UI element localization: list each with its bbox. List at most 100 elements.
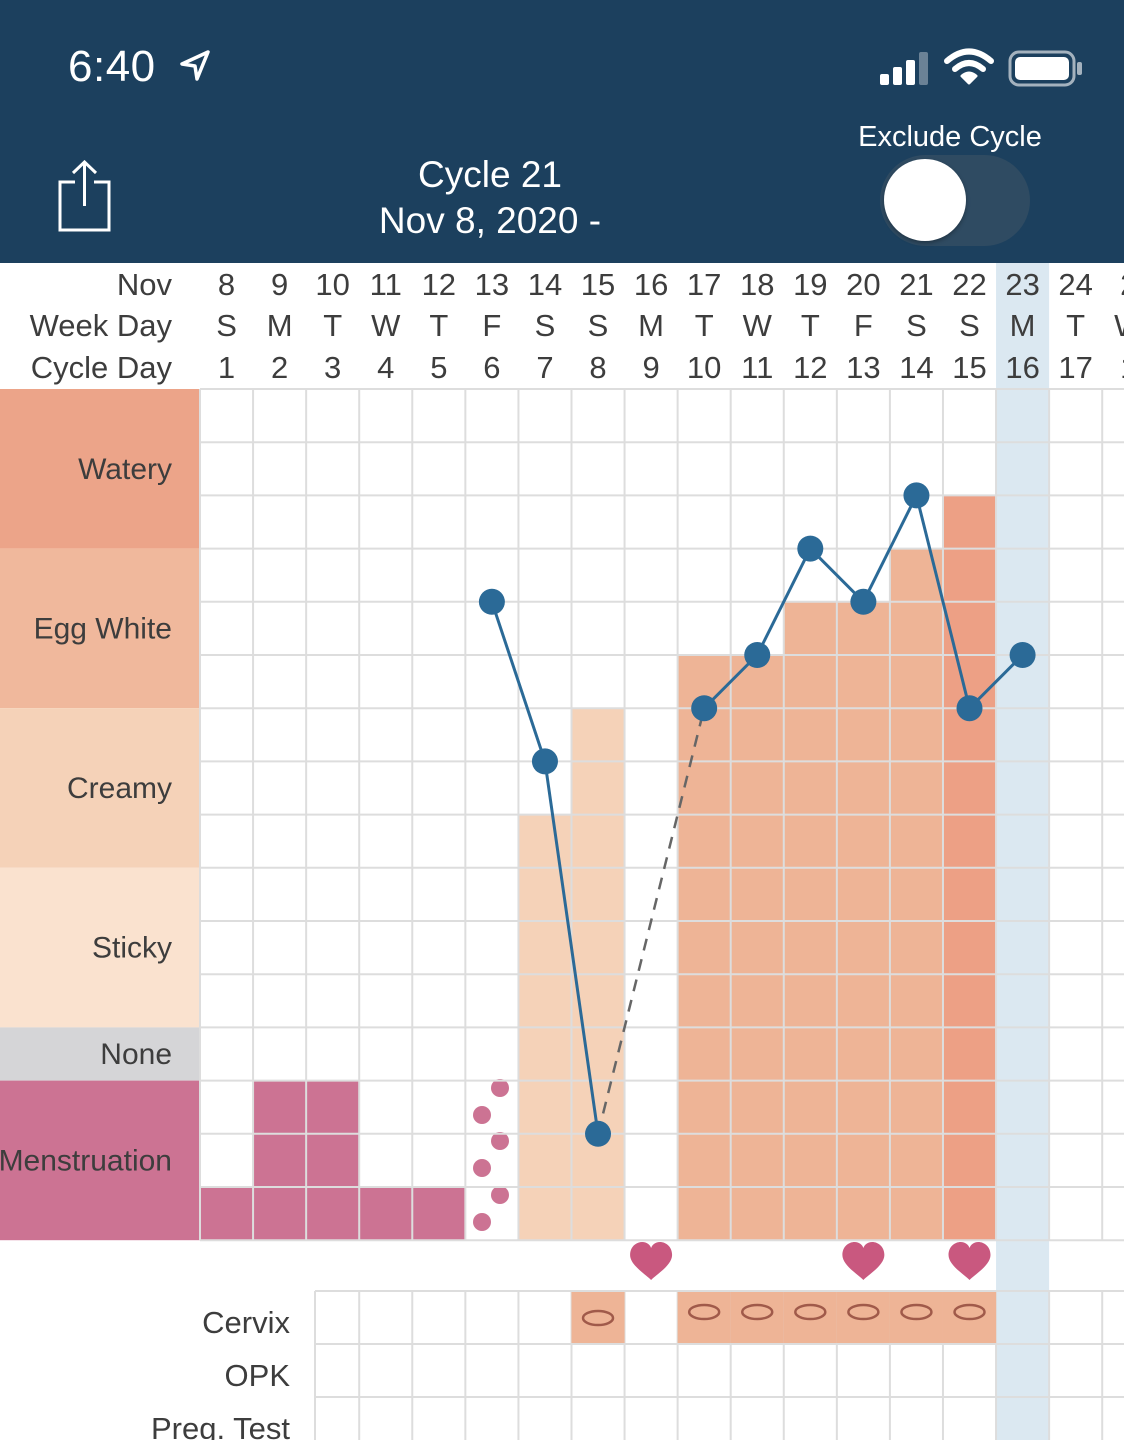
header-month: Nov: [117, 267, 173, 302]
exclude-cycle-toggle[interactable]: [880, 155, 1030, 246]
date-label: 10: [315, 267, 349, 302]
week-day-label: F: [482, 308, 501, 343]
heart-icon: [630, 1242, 673, 1280]
temperature-segment: [862, 494, 918, 603]
category-label: None: [100, 1038, 172, 1071]
cycle-day-label: 16: [1005, 350, 1039, 385]
menstruation-bar: [253, 1080, 307, 1241]
temperature-point: [531, 748, 558, 775]
temperature-segment: [914, 495, 971, 709]
header-cycle-day: Cycle Day: [31, 350, 173, 385]
status-time: 6:40: [68, 42, 156, 91]
bottom-row-label: OPK: [225, 1358, 291, 1393]
cycle-day-label: 12: [793, 350, 827, 385]
temperature-point: [903, 482, 930, 509]
cervix-cell: [942, 1292, 997, 1343]
date-label: 12: [422, 267, 456, 302]
cycle-day-label: 9: [642, 350, 659, 385]
menstruation-bar: [200, 1187, 254, 1241]
date-label: 19: [793, 267, 827, 302]
category-label: Sticky: [92, 932, 172, 965]
date-label: 8: [218, 267, 235, 302]
cycle-day-label: 10: [687, 350, 721, 385]
week-day-label: S: [216, 308, 237, 343]
cycle-day-label: 1: [1120, 350, 1124, 385]
temperature-point: [797, 535, 824, 562]
toggle-knob[interactable]: [884, 159, 966, 241]
temperature-gap-line: [596, 707, 706, 1135]
battery-icon: [1008, 50, 1082, 87]
today-column: [996, 263, 1050, 1440]
cycle-day-label: 17: [1058, 350, 1092, 385]
mucus-bar: [677, 655, 731, 1241]
temperature-point: [956, 695, 983, 722]
date-label: 16: [634, 267, 668, 302]
cycle-day-label: 2: [271, 350, 288, 385]
heart-shape: [948, 1242, 991, 1280]
week-day-label: W: [743, 308, 773, 343]
week-day-label: M: [267, 308, 293, 343]
cycle-day-label: 1: [218, 350, 235, 385]
week-day-label: M: [638, 308, 664, 343]
cycle-title: Cycle 21 Nov 8, 2020 -: [300, 152, 680, 244]
category-band: [0, 867, 200, 1028]
cycle-day-label: 8: [589, 350, 606, 385]
cervix-cell: [571, 1292, 625, 1343]
date-label: 21: [899, 267, 933, 302]
category-label: Watery: [78, 453, 172, 486]
cycle-name: Cycle 21: [418, 154, 562, 195]
temperature-segment: [543, 761, 600, 1135]
cycle-day-label: 14: [899, 350, 933, 385]
week-day-label: T: [429, 308, 448, 343]
navigation-header: 6:40 Cycle 21 Nov 8, 2020 - Exclude Cycl…: [0, 0, 1124, 263]
week-day-label: S: [535, 308, 556, 343]
week-day-label: T: [1066, 308, 1085, 343]
date-label: 15: [581, 267, 615, 302]
wifi-icon: [944, 48, 994, 85]
cervix-mark: [900, 1303, 933, 1321]
temperature-point: [478, 588, 505, 615]
menstruation-bar: [359, 1187, 413, 1241]
date-label: 13: [475, 267, 509, 302]
cervix-mark: [581, 1309, 615, 1327]
mucus-bar: [730, 655, 784, 1241]
category-band: [0, 389, 200, 549]
cervix-cell: [783, 1292, 837, 1343]
temperature-point: [1009, 642, 1036, 668]
mucus-bar: [889, 548, 943, 1241]
cycle-day-label: 11: [741, 350, 773, 385]
cervix-cell: [836, 1292, 890, 1343]
spotting-dot: [473, 1106, 491, 1124]
date-label: 20: [846, 267, 880, 302]
week-day-label: S: [588, 308, 609, 343]
cycle-day-label: 3: [324, 350, 341, 385]
cervix-mark: [847, 1303, 880, 1321]
date-label: 18: [740, 267, 774, 302]
heart-shape: [842, 1242, 885, 1280]
cycle-day-label: 4: [377, 350, 394, 385]
cycle-day-label: 13: [846, 350, 880, 385]
heart-icon: [948, 1242, 991, 1280]
share-icon[interactable]: [58, 160, 112, 232]
date-label: 11: [370, 267, 402, 302]
spotting-dot: [473, 1213, 491, 1231]
cervix-mark: [687, 1303, 721, 1321]
temperature-point: [691, 695, 718, 722]
cellular-signal-icon: [880, 52, 928, 85]
week-day-label: F: [854, 308, 873, 343]
category-band: [0, 708, 200, 868]
spotting-dot: [491, 1132, 509, 1150]
cervix-mark: [794, 1303, 827, 1321]
week-day-label: W: [371, 308, 401, 343]
cervix-cell: [730, 1292, 784, 1343]
bottom-row-label: Preg. Test: [151, 1411, 290, 1440]
cervix-cell: [677, 1292, 731, 1343]
category-label: Menstruation: [0, 1144, 172, 1177]
exclude-cycle-label: Exclude Cycle: [858, 121, 1042, 153]
category-band: [0, 1080, 200, 1241]
temperature-line: [478, 482, 1036, 1280]
week-day-label: M: [1010, 308, 1036, 343]
spotting-dot: [491, 1186, 509, 1204]
date-label: 2: [1120, 267, 1124, 302]
category-column: Watery Egg White Creamy Sticky None Menstruat…: [0, 389, 200, 1241]
